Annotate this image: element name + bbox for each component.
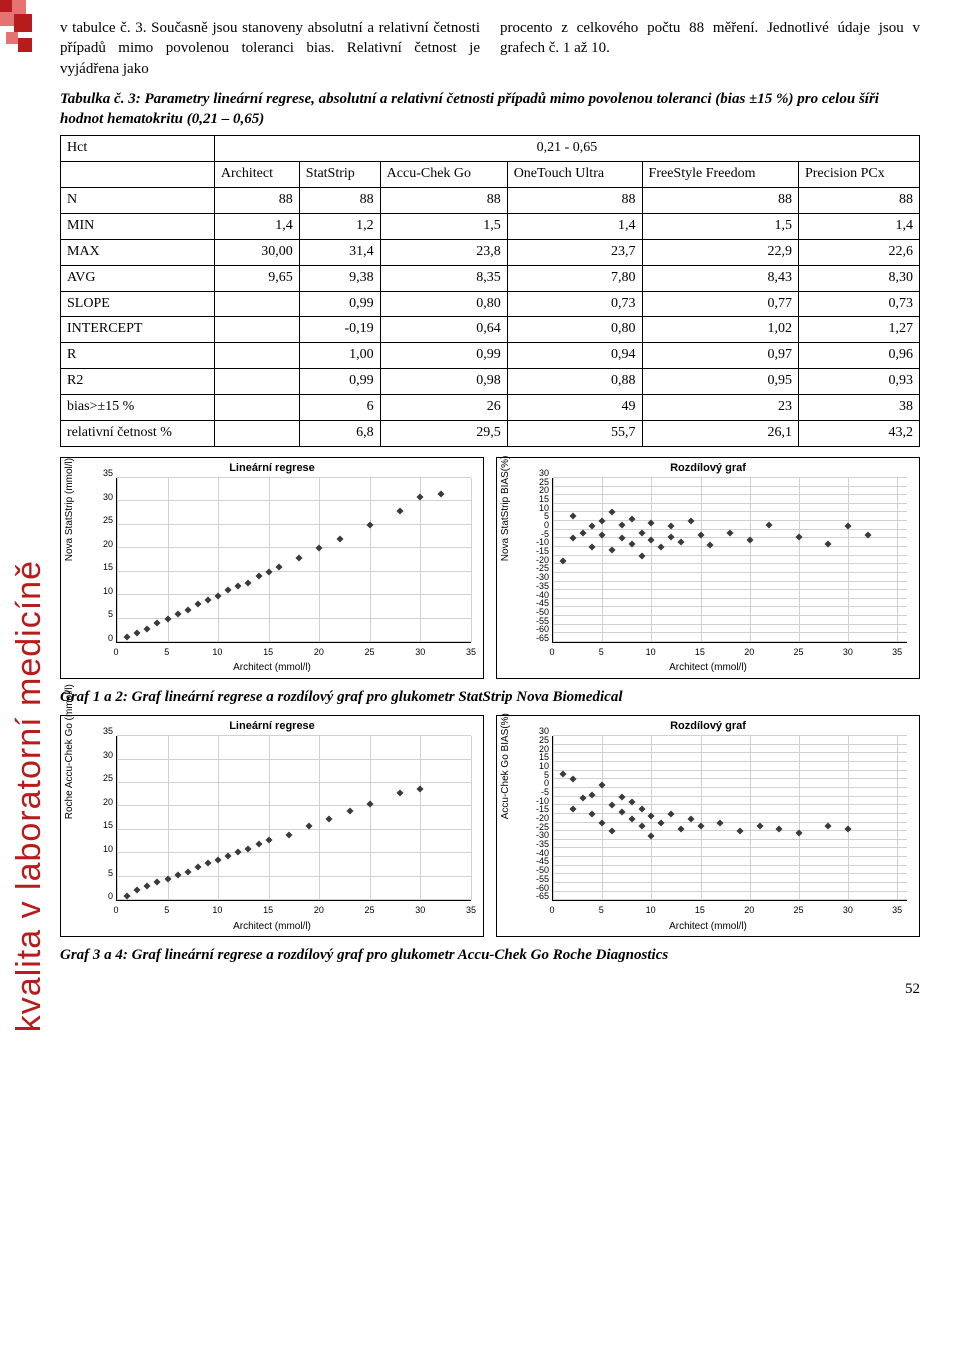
chart-3-linear-regression: Lineární regreseRoche Accu-Chek Go (mmol… [60, 715, 484, 937]
charts-1-2: Lineární regreseNova StatStrip (mmol/l)A… [60, 457, 920, 679]
table-row: AVG9,659,388,357,808,438,30 [61, 265, 920, 291]
table-row: INTERCEPT-0,190,640,801,021,27 [61, 317, 920, 343]
data-table: Hct 0,21 - 0,65 Architect StatStrip Accu… [60, 135, 920, 447]
hct-label: Hct [61, 136, 215, 162]
sidebar-decoration: kvalita v laboratorní medicíně [0, 0, 40, 1020]
hct-value: 0,21 - 0,65 [214, 136, 919, 162]
table-caption: Tabulka č. 3: Parametry lineární regrese… [60, 89, 920, 130]
table-row: MAX30,0031,423,823,722,922,6 [61, 239, 920, 265]
sidebar-vertical-text: kvalita v laboratorní medicíně [10, 560, 49, 1032]
intro-paragraphs: v tabulce č. 3. Současně jsou stanoveny … [60, 18, 920, 79]
table-row: bias>±15 %626492338 [61, 395, 920, 421]
chart-4-bias: Rozdílový grafAccu-Chek Go BIAS(%)Archit… [496, 715, 920, 937]
chart-2-bias: Rozdílový grafNova StatStrip BIAS(%)Arch… [496, 457, 920, 679]
table-body: N888888888888MIN1,41,21,51,41,51,4MAX30,… [61, 188, 920, 447]
table-row: N888888888888 [61, 188, 920, 214]
page-number: 52 [60, 979, 920, 999]
table-row: R1,000,990,940,970,96 [61, 343, 920, 369]
graf34-caption: Graf 3 a 4: Graf lineární regrese a rozd… [60, 945, 920, 965]
charts-3-4: Lineární regreseRoche Accu-Chek Go (mmol… [60, 715, 920, 937]
table-row: SLOPE0,990,800,730,770,73 [61, 291, 920, 317]
header-row: Architect StatStrip Accu-Chek Go OneTouc… [61, 162, 920, 188]
chart-1-linear-regression: Lineární regreseNova StatStrip (mmol/l)A… [60, 457, 484, 679]
graf12-caption: Graf 1 a 2: Graf lineární regrese a rozd… [60, 687, 920, 707]
main-content: v tabulce č. 3. Současně jsou stanoveny … [40, 0, 960, 1020]
para-left: v tabulce č. 3. Současně jsou stanoveny … [60, 18, 480, 79]
para-right: procento z celkového počtu 88 měření. Je… [500, 18, 920, 79]
table-row: R20,990,980,880,950,93 [61, 369, 920, 395]
table-row: relativní četnost %6,829,555,726,143,2 [61, 421, 920, 447]
table-row: MIN1,41,21,51,41,51,4 [61, 213, 920, 239]
